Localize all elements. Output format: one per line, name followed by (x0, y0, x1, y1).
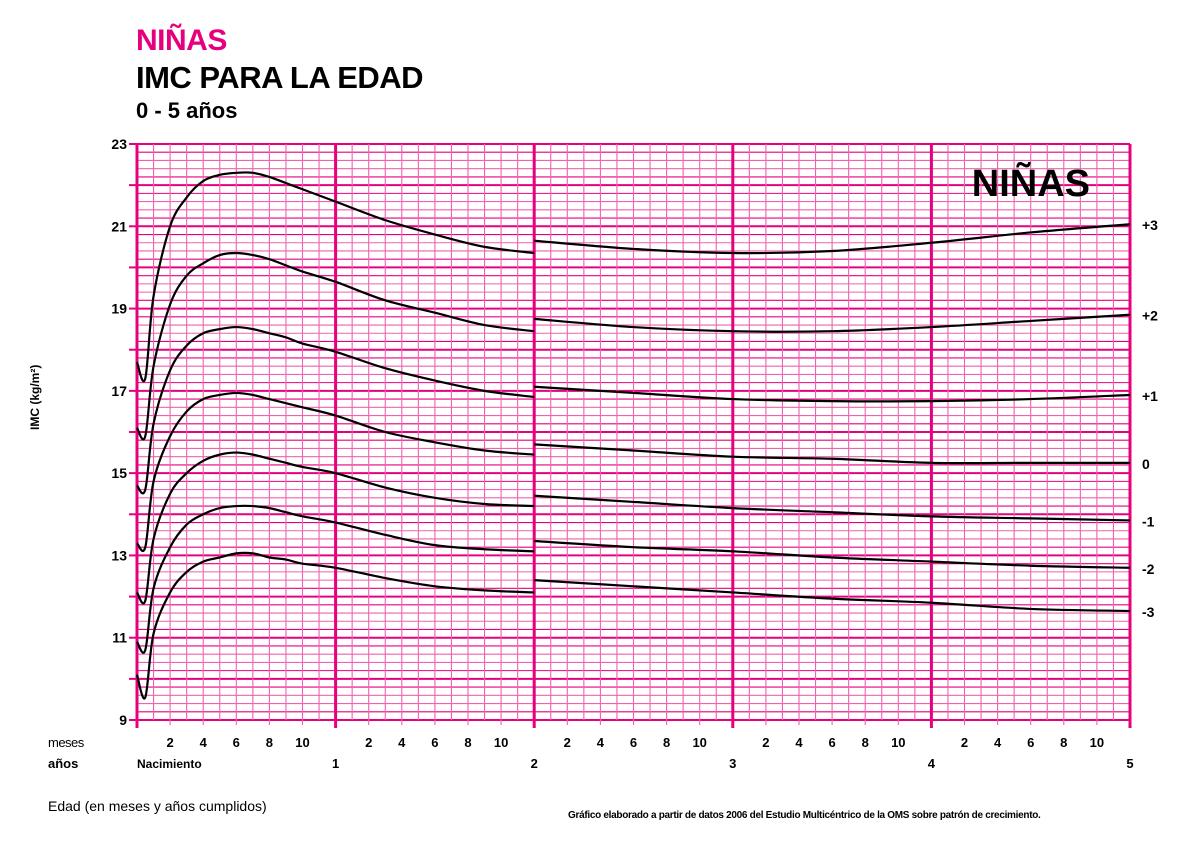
x-months-row-label: meses (48, 735, 84, 750)
x-year-label: 3 (729, 756, 736, 771)
y-tick-label: 21 (111, 218, 127, 234)
x-month-label: 6 (431, 735, 438, 750)
z-score-curve-+1 (136, 325, 535, 495)
x-month-label: 4 (795, 735, 803, 750)
x-month-label: 4 (398, 735, 406, 750)
z-score-curve-+3 (135, 171, 535, 383)
x-year-label: 1 (332, 756, 339, 771)
z-score-curve--3 (534, 579, 1131, 613)
y-tick-label: 19 (111, 301, 127, 317)
x-month-label: 8 (1060, 735, 1067, 750)
y-tick-label: 23 (111, 136, 127, 152)
x-month-label: 6 (630, 735, 637, 750)
x-year-label: Nacimiento (137, 757, 202, 771)
chart-sex-title: NIÑAS (136, 24, 227, 57)
x-month-label: 4 (200, 735, 208, 750)
y-tick-label: 9 (119, 712, 127, 728)
z-score-curve-+1 (534, 385, 1131, 403)
legend-label: 0 (1142, 456, 1150, 472)
x-month-label: 4 (994, 735, 1002, 750)
z-score-curve-+3 (534, 223, 1131, 255)
x-month-label: 8 (862, 735, 869, 750)
x-month-label: 8 (464, 735, 471, 750)
legend-label: -1 (1142, 513, 1155, 529)
x-axis-caption: Edad (en meses y años cumplidos) (48, 798, 267, 814)
chart-subtitle: 0 - 5 años (136, 98, 238, 123)
z-score-curve--1 (136, 451, 535, 605)
x-month-label: 10 (494, 735, 508, 750)
x-month-label: 2 (762, 735, 769, 750)
chart-title: IMC PARA LA EDAD (136, 60, 424, 95)
y-tick-label: 11 (112, 630, 127, 646)
source-note: Gráfico elaborado a partir de datos 2006… (568, 810, 1041, 821)
x-month-label: 2 (365, 735, 372, 750)
y-axis-label: IMC (kg/m²) (28, 364, 42, 430)
x-month-label: 6 (233, 735, 240, 750)
y-tick-label: 15 (111, 465, 127, 481)
z-score-curve--2 (136, 504, 535, 654)
x-month-label: 10 (891, 735, 905, 750)
z-score-curve-0 (136, 391, 535, 553)
legend-label: +3 (1142, 217, 1158, 233)
chart-watermark: NIÑAS (972, 161, 1090, 205)
y-tick-label: 13 (111, 547, 127, 563)
x-month-label: 6 (828, 735, 835, 750)
z-score-curve--2 (534, 539, 1131, 569)
x-month-label: 2 (166, 735, 173, 750)
x-year-label: 2 (531, 756, 538, 771)
legend-label: -2 (1142, 561, 1155, 577)
x-month-label: 10 (692, 735, 706, 750)
legend-label: -3 (1142, 604, 1155, 620)
z-score-curve--1 (534, 494, 1131, 522)
x-year-label: 4 (928, 756, 936, 771)
x-month-label: 10 (295, 735, 309, 750)
x-month-label: 4 (597, 735, 605, 750)
x-month-label: 2 (564, 735, 571, 750)
legend-label: +1 (1142, 388, 1158, 404)
x-month-label: 6 (1027, 735, 1034, 750)
x-month-label: 10 (1090, 735, 1104, 750)
x-year-label: 5 (1126, 756, 1133, 771)
z-score-curve-+2 (534, 313, 1131, 333)
z-score-curve-+2 (136, 251, 535, 441)
y-tick-label: 17 (111, 383, 127, 399)
x-years-row-label: años (48, 756, 79, 771)
x-month-label: 8 (266, 735, 273, 750)
z-score-curve-0 (534, 443, 1130, 465)
z-score-curve--3 (135, 551, 535, 700)
legend-label: +2 (1142, 308, 1158, 324)
x-month-label: 2 (961, 735, 968, 750)
x-month-label: 8 (663, 735, 670, 750)
